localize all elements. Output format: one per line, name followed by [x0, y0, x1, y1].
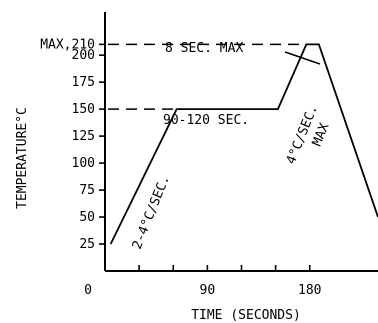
y-tick-label: 125 — [72, 129, 95, 144]
annotations: 8 SEC. MAX 90-120 SEC. 2-4°C/SEC. 4°C/SE… — [130, 41, 333, 251]
annotation-ramp-up-rate: 2-4°C/SEC. — [130, 173, 173, 251]
y-tick-label: 200 — [72, 48, 95, 63]
x-axis-title: TIME (SECONDS) — [191, 308, 301, 323]
x-ticks: 0 90 180 — [84, 265, 321, 298]
profile-line — [109, 43, 378, 245]
x-tick-label: 180 — [298, 283, 321, 298]
annotation-90-120-sec: 90-120 SEC. — [163, 113, 249, 128]
y-tick-label: 25 — [79, 237, 95, 252]
y-axis-title: TEMPERATURE°C — [15, 107, 30, 209]
y-tick-label: 75 — [79, 183, 95, 198]
annotation-8-sec-max: 8 SEC. MAX — [165, 41, 243, 56]
x-tick-label: 90 — [200, 283, 216, 298]
x-tick-label: 0 — [84, 283, 92, 298]
reference-lines — [108, 43, 307, 110]
y-tick-label: 175 — [72, 75, 95, 90]
series — [109, 43, 378, 245]
y-tick-label: 50 — [79, 210, 95, 225]
y-tick-label: 150 — [72, 102, 95, 117]
y-tick-label: 100 — [72, 156, 95, 171]
y-tick-label: MAX,210 — [40, 37, 95, 52]
annotation-leader-8-sec — [284, 51, 321, 65]
